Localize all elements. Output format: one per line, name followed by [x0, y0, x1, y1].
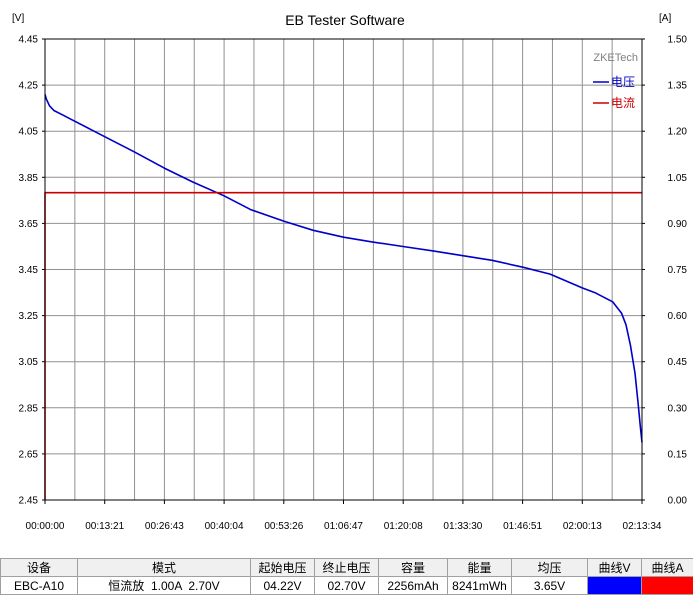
value-mode: 恒流放 1.00A 2.70V [77, 576, 251, 595]
right-y-tick-label: 0.15 [668, 449, 688, 460]
left-y-tick-label: 3.25 [19, 311, 39, 322]
right-y-tick-label: 1.20 [668, 127, 688, 138]
right-y-tick-label: 0.60 [668, 311, 688, 322]
left-y-tick-label: 3.65 [19, 219, 39, 230]
right-y-tick-label: 1.05 [668, 173, 688, 184]
header-end-voltage: 终止电压 [314, 558, 379, 577]
info-header-row: 设备 模式 起始电压 终止电压 容量 能量 均压 曲线V 曲线A [0, 558, 693, 577]
left-y-tick-label: 2.45 [19, 496, 39, 507]
x-tick-label: 01:46:51 [503, 521, 542, 532]
left-y-tick-label: 2.65 [19, 449, 39, 460]
left-y-tick-label: 3.85 [19, 173, 39, 184]
header-mode: 模式 [77, 558, 251, 577]
right-y-tick-label: 1.35 [668, 81, 688, 92]
legend-label-current: 电流 [611, 96, 635, 110]
header-start-voltage: 起始电压 [250, 558, 315, 577]
right-y-tick-label: 0.90 [668, 219, 688, 230]
brand-label: ZKETech [593, 52, 638, 64]
grid-lines [45, 39, 642, 500]
value-end-voltage: 02.70V [314, 576, 379, 595]
voltage-series-line [44, 94, 643, 443]
plot-frame [44, 38, 643, 501]
legend-label-voltage: 电压 [611, 75, 635, 89]
x-tick-label: 02:13:34 [623, 521, 662, 532]
curve-v-color-swatch[interactable] [587, 576, 642, 595]
x-tick-label: 00:40:04 [205, 521, 244, 532]
header-curve-a: 曲线A [641, 558, 693, 577]
x-tick-label: 00:00:00 [26, 521, 65, 532]
left-y-tick-label: 4.25 [19, 81, 39, 92]
value-device: EBC-A10 [0, 576, 78, 595]
value-energy: 8241mWh [447, 576, 512, 595]
value-capacity: 2256mAh [378, 576, 448, 595]
header-curve-v: 曲线V [587, 558, 642, 577]
discharge-chart: EB Tester Software [V] [A] 4.45 4.25 4.05 3… [12, 12, 687, 532]
x-tick-label: 01:33:30 [443, 521, 482, 532]
right-y-tick-label: 0.45 [668, 357, 688, 368]
left-y-tick-label: 3.05 [19, 357, 39, 368]
x-tick-label: 02:00:13 [563, 521, 602, 532]
right-y-axis: 1.50 1.35 1.20 1.05 0.90 0.75 0.60 0.45 0.30 0.15… [642, 35, 687, 507]
x-tick-label: 01:06:47 [324, 521, 363, 532]
x-tick-label: 00:13:21 [85, 521, 124, 532]
x-axis: 00:00:00 00:13:21 00:26:43 00:40:04 00:53:26… [26, 500, 662, 532]
test-info-table: 设备 模式 起始电压 终止电压 容量 能量 均压 曲线V 曲线A EBC-A10… [0, 558, 693, 595]
right-axis-unit: [A] [659, 13, 671, 24]
header-avg-voltage: 均压 [511, 558, 588, 577]
header-energy: 能量 [447, 558, 512, 577]
chart-title: EB Tester Software [285, 12, 405, 28]
right-y-tick-label: 0.00 [668, 496, 688, 507]
left-y-tick-label: 2.85 [19, 403, 39, 414]
value-avg-voltage: 3.65V [511, 576, 588, 595]
right-y-tick-label: 1.50 [668, 35, 688, 46]
right-y-tick-label: 0.75 [668, 265, 688, 276]
x-tick-label: 00:26:43 [145, 521, 184, 532]
x-tick-label: 01:20:08 [384, 521, 423, 532]
header-capacity: 容量 [378, 558, 448, 577]
curve-a-color-swatch[interactable] [641, 576, 693, 595]
left-y-tick-label: 4.45 [19, 35, 39, 46]
info-value-row: EBC-A10 恒流放 1.00A 2.70V 04.22V 02.70V 22… [0, 576, 693, 595]
header-device: 设备 [0, 558, 78, 577]
x-tick-label: 00:53:26 [264, 521, 303, 532]
left-y-tick-label: 4.05 [19, 127, 39, 138]
left-y-axis: 4.45 4.25 4.05 3.85 3.65 3.45 3.25 3.05 2.85 2.65… [19, 35, 45, 507]
left-y-tick-label: 3.45 [19, 265, 39, 276]
legend: 电压 电流 [593, 75, 635, 110]
value-start-voltage: 04.22V [250, 576, 315, 595]
right-y-tick-label: 0.30 [668, 403, 688, 414]
left-axis-unit: [V] [12, 13, 24, 24]
